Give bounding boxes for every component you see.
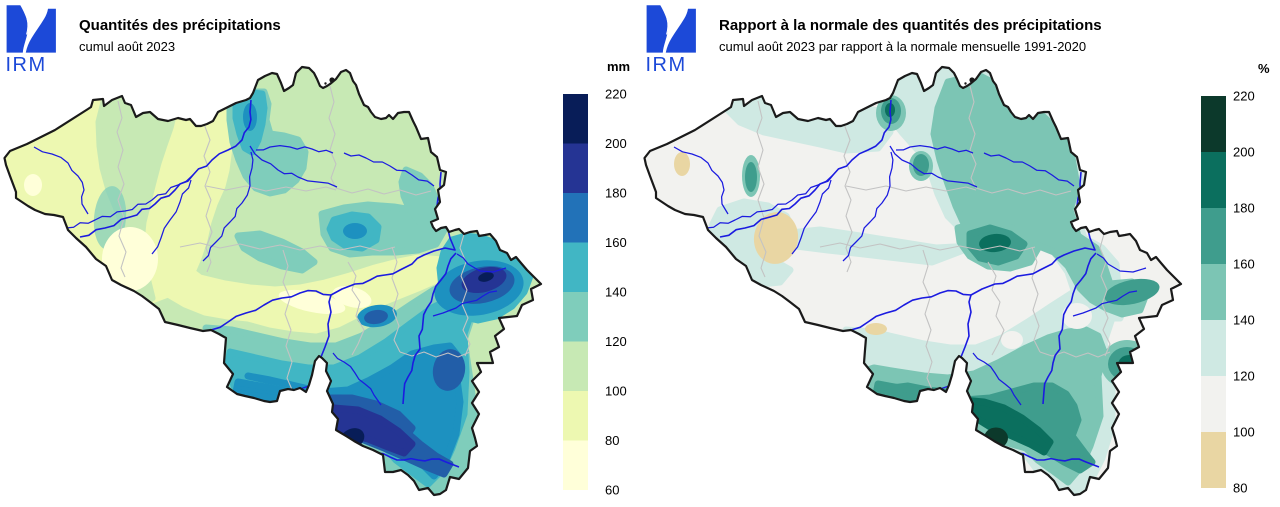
svg-text:100: 100 [605, 384, 627, 399]
svg-text:180: 180 [1233, 201, 1255, 216]
svg-text:160: 160 [605, 235, 627, 250]
svg-text:80: 80 [605, 433, 619, 448]
svg-text:140: 140 [1233, 313, 1255, 328]
svg-text:60: 60 [605, 483, 619, 498]
svg-text:80: 80 [1233, 481, 1247, 496]
svg-text:200: 200 [605, 136, 627, 151]
svg-text:%: % [1258, 61, 1270, 76]
svg-text:120: 120 [605, 334, 627, 349]
svg-text:200: 200 [1233, 145, 1255, 160]
svg-text:180: 180 [605, 186, 627, 201]
svg-text:140: 140 [605, 285, 627, 300]
svg-text:220: 220 [1233, 89, 1255, 104]
svg-text:120: 120 [1233, 369, 1255, 384]
svg-text:mm: mm [607, 59, 630, 74]
svg-text:IRM: IRM [6, 54, 47, 76]
svg-text:220: 220 [605, 87, 627, 102]
svg-text:IRM: IRM [646, 54, 687, 76]
svg-text:160: 160 [1233, 257, 1255, 272]
svg-text:100: 100 [1233, 425, 1255, 440]
